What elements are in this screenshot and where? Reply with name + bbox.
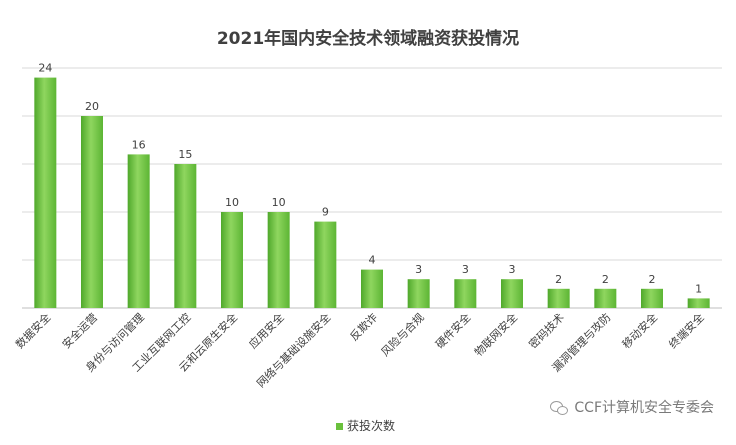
data-label: 16 (132, 138, 146, 151)
bar (641, 288, 663, 308)
legend-label: 获投次数 (347, 418, 395, 433)
bar (547, 288, 570, 308)
x-tick-label: 移动安全 (619, 310, 660, 351)
data-label: 10 (225, 196, 239, 209)
bar (221, 212, 243, 308)
data-label: 4 (369, 254, 376, 267)
bar (407, 279, 430, 308)
bar (314, 221, 337, 308)
x-tick-label: 数据安全 (12, 310, 53, 351)
data-label: 24 (38, 62, 52, 75)
bar (501, 279, 523, 308)
data-label: 2 (555, 273, 562, 286)
data-label: 20 (85, 100, 99, 113)
x-tick-label: 终端安全 (666, 310, 707, 351)
data-label: 3 (415, 263, 422, 276)
x-tick-label: 风险与合规 (378, 310, 427, 359)
data-label: 1 (695, 282, 702, 295)
data-label: 2 (649, 273, 656, 286)
bar (594, 288, 617, 308)
bar (361, 269, 383, 308)
bar (454, 279, 477, 308)
data-label: 9 (322, 206, 329, 219)
bars (34, 77, 710, 308)
bar (174, 164, 197, 308)
data-label: 10 (272, 196, 286, 209)
x-tick-label: 物联网安全 (471, 310, 520, 359)
x-tick-label: 安全运营 (59, 310, 100, 351)
x-tick-label: 密码技术 (526, 310, 567, 351)
data-label: 2 (602, 273, 609, 286)
x-tick-label: 反欺诈 (348, 311, 381, 344)
bar (34, 77, 57, 308)
chart-title: 2021年国内安全技术领域融资获投情况 (217, 28, 519, 49)
legend: 获投次数 (336, 418, 395, 433)
bar (267, 212, 290, 308)
data-labels: 24 20 16 15 10 10 9 4 3 3 3 2 2 2 1 (38, 62, 702, 296)
data-label: 3 (462, 263, 469, 276)
legend-swatch (336, 423, 343, 430)
x-tick-label: 硬件安全 (432, 310, 473, 351)
bar (127, 154, 150, 308)
bar (81, 116, 103, 308)
bar (687, 298, 710, 308)
data-label: 15 (178, 148, 192, 161)
data-label: 3 (509, 263, 516, 276)
x-tick-label: 应用安全 (246, 310, 287, 351)
